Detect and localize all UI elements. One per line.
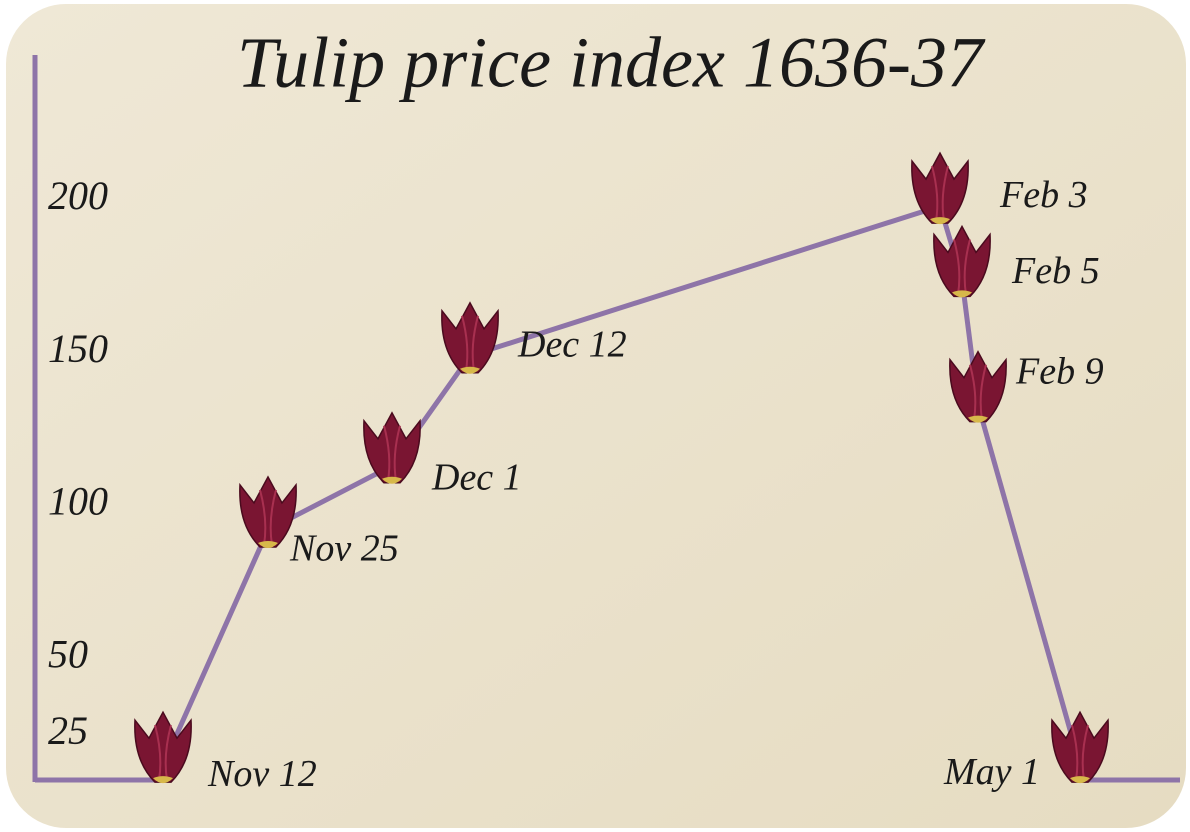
point-label: Feb 9: [1015, 350, 1104, 392]
tulip-center: [461, 315, 479, 371]
tulip-marker: [933, 224, 991, 298]
tulip-marker: [949, 350, 1007, 423]
tulip-center: [953, 239, 971, 295]
tulip-petal: [911, 151, 969, 224]
tulip-center: [969, 364, 987, 420]
tulip-marker: [911, 151, 969, 225]
point-label: May 1: [943, 751, 1040, 793]
y-tick-label: 150: [48, 326, 108, 371]
tulip-petal: [363, 411, 421, 484]
y-tick-label: 50: [48, 631, 88, 676]
tulip-marker: [134, 710, 192, 784]
tulip-center: [383, 425, 401, 481]
tulip-petal: [933, 224, 991, 298]
point-label: Nov 12: [207, 753, 317, 795]
tulip-petal: [239, 475, 297, 548]
y-tick-label: 200: [48, 173, 108, 218]
y-tick-label: 25: [48, 708, 88, 753]
tulip-base: [460, 366, 480, 374]
point-label: Nov 25: [289, 528, 399, 570]
tulip-petal: [1051, 710, 1109, 783]
tulip-center: [931, 165, 949, 222]
tulip-center: [1071, 724, 1089, 781]
tulip-base: [930, 217, 950, 225]
point-label: Feb 5: [1011, 250, 1100, 292]
tulip-base: [952, 290, 972, 298]
point-label: Feb 3: [999, 174, 1088, 216]
tulip-center: [259, 489, 277, 546]
tulip-base: [1070, 776, 1090, 784]
tulip-petal: [441, 301, 499, 374]
tulip-base: [153, 776, 173, 784]
chart-title: Tulip price index 1636-37: [237, 23, 986, 103]
tulip-base: [258, 540, 278, 548]
card-background: [6, 4, 1186, 828]
tulip-petal: [134, 710, 192, 783]
tulip-marker: [1051, 710, 1109, 784]
tulip-center: [154, 724, 172, 781]
tulip-marker: [441, 301, 499, 374]
tulip-petal: [949, 350, 1007, 423]
tulip-marker: [363, 411, 421, 484]
point-label: Dec 1: [431, 457, 522, 499]
tulip-marker: [239, 475, 297, 548]
tulip-base: [382, 476, 402, 484]
tulip-base: [968, 415, 988, 423]
y-tick-label: 100: [48, 479, 108, 524]
point-label: Dec 12: [517, 324, 627, 366]
